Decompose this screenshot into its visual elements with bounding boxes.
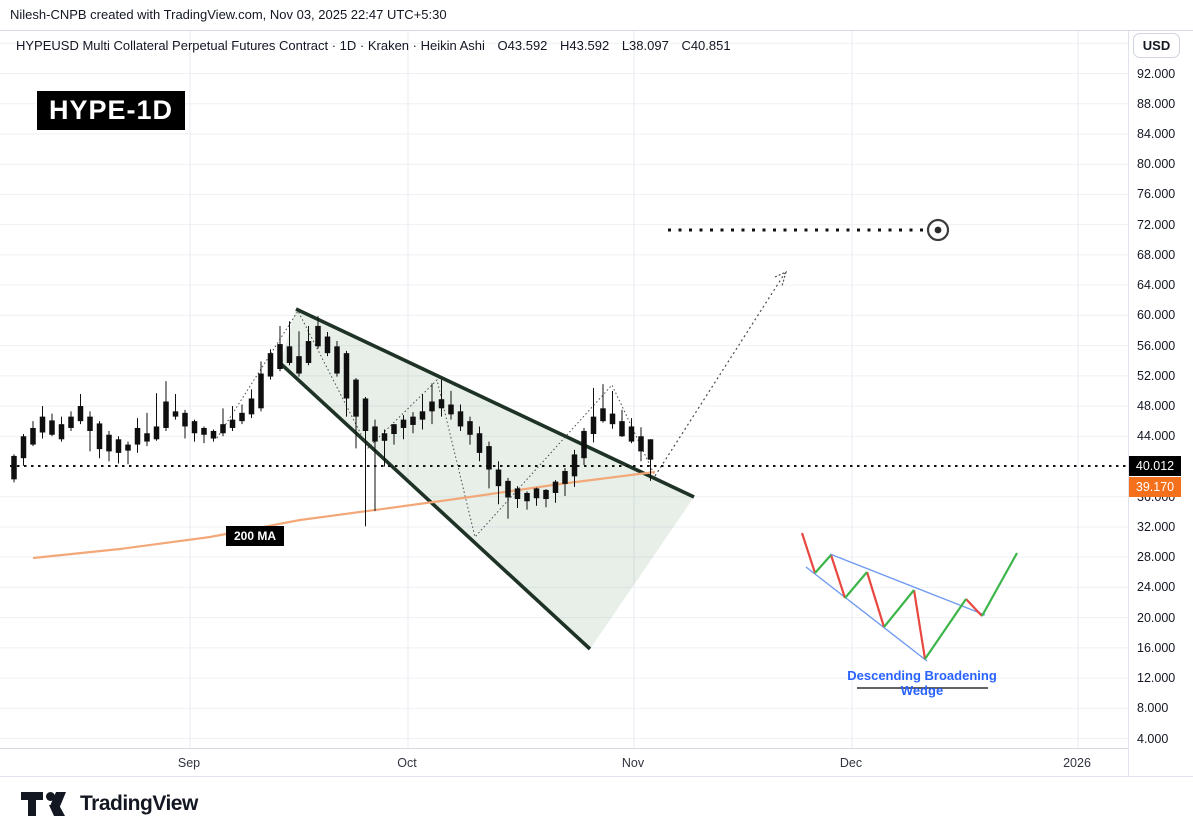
- price-tick: 80.000: [1137, 157, 1176, 172]
- price-tick: 88.000: [1137, 96, 1176, 111]
- time-tick: Sep: [177, 756, 201, 770]
- target-circle-icon: [926, 218, 950, 242]
- heikin-ashi-candles: [11, 316, 654, 527]
- time-tick: Nov: [621, 756, 645, 770]
- tradingview-logo-icon[interactable]: [20, 791, 72, 817]
- time-tick: Oct: [397, 756, 417, 770]
- chart-legend: HYPEUSD Multi Collateral Perpetual Futur…: [16, 38, 731, 53]
- chart-canvas[interactable]: [0, 31, 1193, 776]
- price-tick: 64.000: [1137, 278, 1176, 293]
- ma-label: 200 MA: [226, 526, 285, 546]
- arrowhead: [774, 270, 787, 287]
- price-tick: 92.000: [1137, 66, 1176, 81]
- target-line-72: [668, 218, 950, 242]
- price-tick: 48.000: [1137, 399, 1176, 414]
- price-tick: 8.000: [1137, 701, 1169, 716]
- pattern-inset-diagram: [800, 532, 1018, 689]
- price-tick: 52.000: [1137, 368, 1176, 383]
- ohlc-high: H43.592: [560, 38, 610, 53]
- price-tick: 28.000: [1137, 550, 1176, 565]
- price-tick: 60.000: [1137, 308, 1176, 323]
- time-tick: Dec: [839, 756, 863, 770]
- ma-price-label: 39.170: [1129, 477, 1181, 497]
- symbol-watermark: HYPE-1D: [37, 91, 186, 130]
- price-tick: 4.000: [1137, 731, 1169, 746]
- ohlc-close: C40.851: [681, 38, 731, 53]
- price-tick: 56.000: [1137, 338, 1176, 353]
- price-tick: 72.000: [1137, 217, 1176, 232]
- ohlc-open: O43.592: [497, 38, 548, 53]
- price-tick: 84.000: [1137, 127, 1176, 141]
- pattern-caption: Descending Broadening Wedge: [847, 668, 997, 698]
- chart-widget[interactable]: HYPEUSD Multi Collateral Perpetual Futur…: [0, 30, 1193, 777]
- ohlc-low: L38.097: [621, 38, 669, 53]
- price-tick: 20.000: [1137, 610, 1176, 625]
- price-tick: 24.000: [1137, 580, 1176, 595]
- currency-toggle-button[interactable]: USD: [1133, 33, 1180, 58]
- footer: TradingView: [20, 789, 198, 819]
- price-tick: 12.000: [1137, 671, 1176, 686]
- symbol-title: HYPEUSD Multi Collateral Perpetual Futur…: [16, 38, 485, 53]
- gridlines: [0, 31, 1128, 748]
- price-tick: 16.000: [1137, 640, 1176, 655]
- price-path-annotation: [216, 270, 787, 539]
- price-tick: 44.000: [1137, 429, 1176, 444]
- price-axis[interactable]: 92.000 88.000 84.000 80.000 76.000 72.000 68.0…: [1128, 31, 1193, 776]
- time-axis[interactable]: Sep Oct Nov Dec 2026: [0, 748, 1128, 777]
- price-tick: 32.000: [1137, 519, 1176, 534]
- price-tick: 76.000: [1137, 187, 1176, 202]
- time-tick: 2026: [1063, 756, 1091, 770]
- price-tick: 68.000: [1137, 247, 1176, 262]
- tradingview-logo-text[interactable]: TradingView: [80, 792, 198, 815]
- attribution-text: Nilesh-CNPB created with TradingView.com…: [10, 7, 447, 22]
- ma-200-line: [32, 470, 656, 560]
- attribution-bar: Nilesh-CNPB created with TradingView.com…: [0, 0, 1193, 30]
- price-line-label: 40.012: [1129, 456, 1181, 476]
- descending-wedge-drawing: [278, 307, 695, 651]
